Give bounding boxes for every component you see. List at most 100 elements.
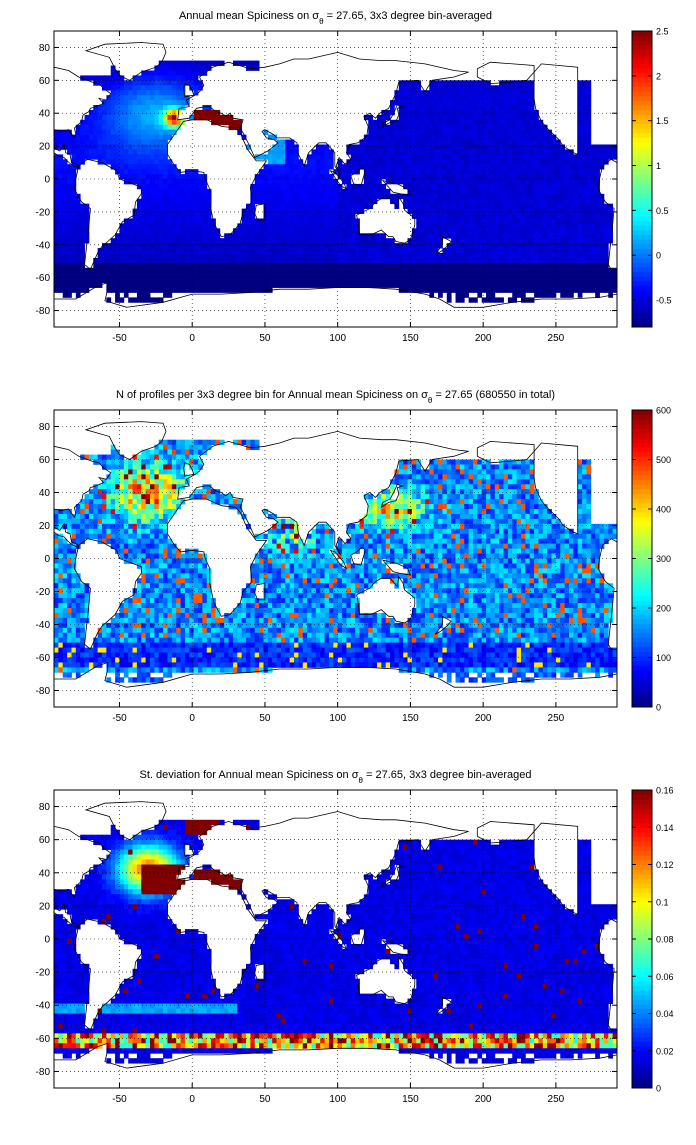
heatmap-bin	[595, 278, 600, 283]
heatmap-bin	[325, 209, 330, 214]
heatmap-bin	[285, 144, 290, 149]
heatmap-bin	[63, 603, 68, 608]
heatmap-bin	[547, 179, 552, 184]
heatmap-bin	[517, 248, 522, 253]
heatmap-bin	[329, 184, 334, 189]
heatmap-bin	[438, 85, 443, 90]
heatmap-bin	[189, 248, 194, 253]
heatmap-bin	[54, 573, 59, 578]
heatmap-bin	[181, 253, 186, 258]
heatmap-bin	[111, 253, 116, 258]
heatmap-bin	[473, 218, 478, 223]
heatmap-bin	[504, 209, 509, 214]
heatmap-bin	[137, 504, 142, 509]
heatmap-bin	[360, 263, 365, 268]
heatmap-bin	[102, 648, 107, 653]
heatmap-bin	[490, 189, 495, 194]
heatmap-bin	[111, 499, 116, 504]
heatmap-bin	[172, 90, 177, 95]
heatmap-bin	[416, 125, 421, 130]
heatmap-bin	[102, 638, 107, 643]
heatmap-bin	[464, 278, 469, 283]
heatmap-bin	[133, 544, 138, 549]
heatmap-bin	[512, 238, 517, 243]
heatmap-bin	[434, 115, 439, 120]
heatmap-bin	[150, 263, 155, 268]
heatmap-bin	[408, 125, 413, 130]
heatmap-bin	[451, 95, 456, 100]
heatmap-bin	[63, 568, 68, 573]
heatmap-bin	[133, 105, 138, 110]
heatmap-bin	[58, 544, 63, 549]
heatmap-bin	[250, 238, 255, 243]
heatmap-bin	[150, 189, 155, 194]
heatmap-bin	[460, 154, 465, 159]
heatmap-bin	[89, 283, 94, 288]
heatmap-bin	[263, 189, 268, 194]
heatmap-bin	[381, 184, 386, 189]
heatmap-bin	[460, 268, 465, 273]
heatmap-bin	[329, 194, 334, 199]
heatmap-bin	[368, 283, 373, 288]
heatmap-bin	[333, 189, 338, 194]
heatmap-bin	[525, 243, 530, 248]
heatmap-bin	[89, 278, 94, 283]
heatmap-bin	[167, 283, 172, 288]
heatmap-bin	[137, 455, 142, 460]
heatmap-bin	[416, 169, 421, 174]
heatmap-bin	[547, 149, 552, 154]
heatmap-bin	[477, 140, 482, 145]
heatmap-bin	[464, 115, 469, 120]
heatmap-bin	[141, 214, 146, 219]
heatmap-bin	[128, 658, 133, 663]
heatmap-bin	[111, 70, 116, 75]
heatmap-bin	[277, 218, 282, 223]
heatmap-bin	[460, 174, 465, 179]
heatmap-bin	[67, 583, 72, 588]
heatmap-bin	[600, 278, 605, 283]
heatmap-bin	[133, 554, 138, 559]
heatmap-bin	[163, 75, 168, 80]
heatmap-bin	[137, 228, 142, 233]
heatmap-bin	[259, 283, 264, 288]
heatmap-bin	[552, 149, 557, 154]
heatmap-bin	[591, 144, 596, 149]
heatmap-bin	[137, 494, 142, 499]
heatmap-bin	[434, 85, 439, 90]
heatmap-bin	[154, 199, 159, 204]
heatmap-bin	[80, 238, 85, 243]
heatmap-bin	[141, 238, 146, 243]
heatmap-bin	[229, 253, 234, 258]
heatmap-bin	[255, 228, 260, 233]
heatmap-bin	[181, 218, 186, 223]
heatmap-bin	[133, 464, 138, 469]
heatmap-bin	[207, 194, 212, 199]
heatmap-bin	[504, 258, 509, 263]
heatmap-bin	[80, 283, 85, 288]
heatmap-bin	[128, 460, 133, 465]
heatmap-bin	[294, 204, 299, 209]
heatmap-bin	[521, 154, 526, 159]
heatmap-bin	[368, 273, 373, 278]
heatmap-bin	[530, 194, 535, 199]
heatmap-bin	[482, 268, 487, 273]
heatmap-bin	[530, 218, 535, 223]
heatmap-bin	[512, 194, 517, 199]
heatmap-bin	[67, 608, 72, 613]
heatmap-bin	[290, 199, 295, 204]
heatmap-bin	[582, 100, 587, 105]
heatmap-bin	[368, 164, 373, 169]
heatmap-bin	[189, 174, 194, 179]
heatmap-bin	[137, 218, 142, 223]
heatmap-bin	[534, 115, 539, 120]
heatmap-bin	[504, 169, 509, 174]
heatmap-bin	[111, 144, 116, 149]
heatmap-bin	[102, 489, 107, 494]
heatmap-bin	[119, 174, 124, 179]
heatmap-bin	[582, 130, 587, 135]
heatmap-bin	[207, 263, 212, 268]
heatmap-bin	[486, 189, 491, 194]
heatmap-bin	[242, 283, 247, 288]
heatmap-bin	[482, 100, 487, 105]
heatmap-bin	[456, 233, 461, 238]
